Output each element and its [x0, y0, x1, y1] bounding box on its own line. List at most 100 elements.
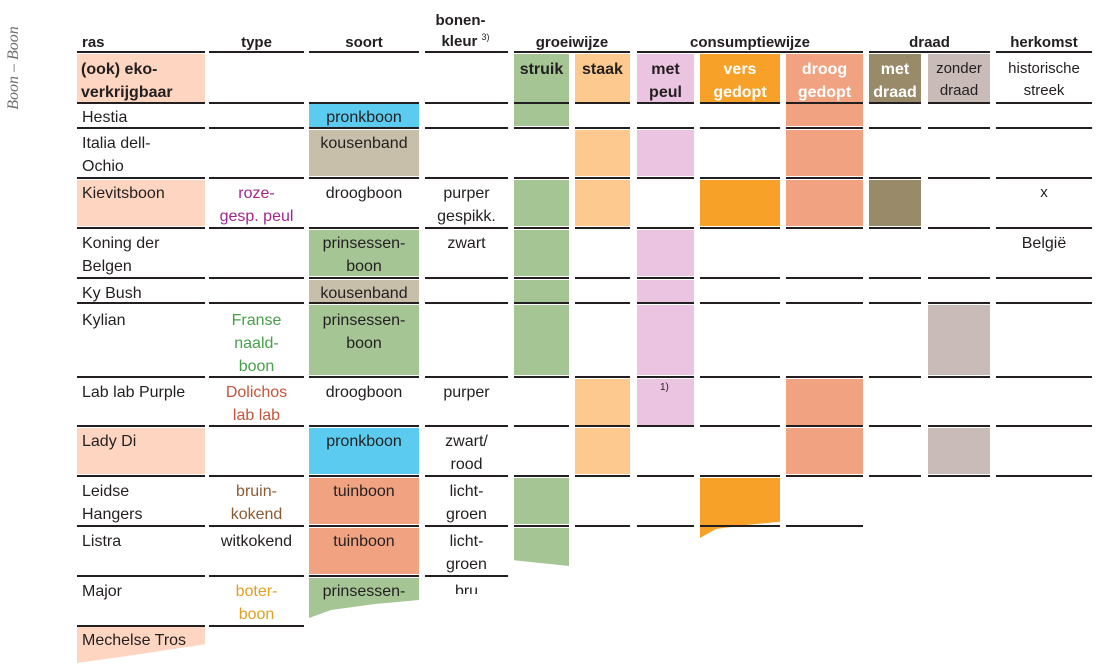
- cell-type-line: Franse: [231, 312, 282, 329]
- cell-soort-line: boon: [346, 258, 382, 275]
- row-rule: [425, 227, 508, 229]
- cell-type-line: lab lab: [232, 407, 281, 424]
- cell-soort: prinsessen- boon: [309, 307, 419, 355]
- met-peul-block: [637, 379, 694, 425]
- met-peul-block: [637, 130, 694, 176]
- row-rule: [77, 425, 205, 427]
- row-rule: [514, 425, 569, 427]
- col-header-consumptiewijze: consumptiewijze: [689, 34, 811, 51]
- row-rule: [514, 376, 569, 378]
- row-rule: [996, 127, 1092, 129]
- row-rule: [786, 302, 863, 304]
- soort-tuinboon-block: [309, 528, 419, 574]
- cell-ras: Italia dell- Ochio: [78, 130, 205, 178]
- row-rule: [996, 227, 1092, 229]
- subheader-droog-gedopt: droog gedopt: [786, 56, 863, 104]
- met-draad-header-block: [869, 54, 921, 102]
- cell-ras: Lab lab Purple: [82, 384, 186, 401]
- row-rule: [928, 227, 990, 229]
- row-rule: [514, 127, 569, 129]
- row-rule: [209, 277, 304, 279]
- row-rule: [700, 425, 780, 427]
- row-rule: [869, 302, 921, 304]
- droog-gedopt-block: [786, 428, 863, 474]
- vers-gedopt-block: [700, 478, 780, 538]
- row-rule: [77, 625, 205, 627]
- row-rule: [514, 525, 569, 527]
- cell-kleur-line: gespikk.: [437, 208, 496, 225]
- cell-type-line: boon: [238, 606, 275, 623]
- cell-kleur-line: rood: [450, 456, 483, 473]
- struik-block: [514, 180, 569, 226]
- row-rule: [575, 127, 630, 129]
- row-rule: [786, 475, 863, 477]
- row-rule: [425, 102, 508, 104]
- subheader-eko: (ook) eko- verkrijgbaar: [77, 56, 205, 104]
- soort-prinsessenboon-block: [309, 230, 419, 276]
- row-rule: [575, 302, 630, 304]
- cell-type-line: gesp. peul: [219, 208, 294, 225]
- row-rule: [575, 102, 630, 104]
- row-rule: [786, 127, 863, 129]
- row-rule: [309, 127, 419, 129]
- cell-soort: prinsessen-: [322, 583, 406, 600]
- struik-block: [514, 305, 569, 375]
- struik-header-block: [514, 54, 569, 102]
- struik-block: [514, 230, 569, 276]
- row-rule: [514, 277, 569, 279]
- row-rule: [309, 302, 419, 304]
- soort-kousenband-block: [309, 130, 419, 176]
- row-rule: [209, 625, 304, 627]
- row-rule: [425, 127, 508, 129]
- row-rule: [869, 177, 921, 179]
- row-rule: [425, 475, 508, 477]
- row-rule: [700, 127, 780, 129]
- subheader-zonder-draad: zonder draad: [928, 56, 990, 102]
- row-rule: [425, 277, 508, 279]
- row-rule: [77, 227, 205, 229]
- row-rule: [575, 376, 630, 378]
- row-rule: [928, 475, 990, 477]
- cell-kleur: licht- groen: [425, 478, 508, 526]
- row-rule: [700, 525, 780, 527]
- row-rule: [637, 127, 694, 129]
- header-rule: [996, 51, 1092, 53]
- row-rule: [309, 525, 419, 527]
- row-rule: [928, 376, 990, 378]
- row-rule: [514, 227, 569, 229]
- subheader-met-draad: met draad: [869, 56, 921, 104]
- row-rule: [700, 177, 780, 179]
- row-rule: [425, 177, 508, 179]
- cell-type: witkokend: [220, 533, 293, 550]
- col-header-draad: draad: [909, 34, 950, 51]
- row-rule: [996, 177, 1092, 179]
- row-rule: [869, 376, 921, 378]
- cell-kleur: purper gespikk.: [425, 180, 508, 228]
- cell-type: roze- gesp. peul: [209, 180, 304, 228]
- cell-soort-line: prinsessen-: [322, 235, 406, 252]
- cell-ras: Lady Di: [82, 433, 137, 450]
- cell-kleur-line: licht-: [449, 483, 484, 500]
- bonenkleur-line-2-text: kleur: [441, 33, 478, 50]
- zonder-draad-header-block: [928, 54, 990, 102]
- cell-type-line: Dolichos: [225, 384, 288, 401]
- row-rule: [700, 227, 780, 229]
- subheader-eko-line-2: verkrijgbaar: [81, 84, 173, 101]
- row-rule: [77, 302, 205, 304]
- cell-type: Dolichos lab lab: [209, 379, 304, 427]
- row-rule: [514, 177, 569, 179]
- cell-kleur-line: groen: [446, 556, 487, 573]
- row-rule: [425, 376, 508, 378]
- met-peul-block: [637, 230, 694, 276]
- row-rule: [637, 227, 694, 229]
- row-rule: [928, 302, 990, 304]
- cell-soort: kousenband: [320, 135, 408, 152]
- row-rule: [209, 177, 304, 179]
- col-header-ras: ras: [82, 34, 105, 51]
- row-rule: [928, 102, 990, 104]
- subheader-met-peul-1: met: [651, 61, 680, 78]
- met-draad-block: [869, 180, 921, 226]
- row-rule: [786, 177, 863, 179]
- row-rule: [637, 525, 694, 527]
